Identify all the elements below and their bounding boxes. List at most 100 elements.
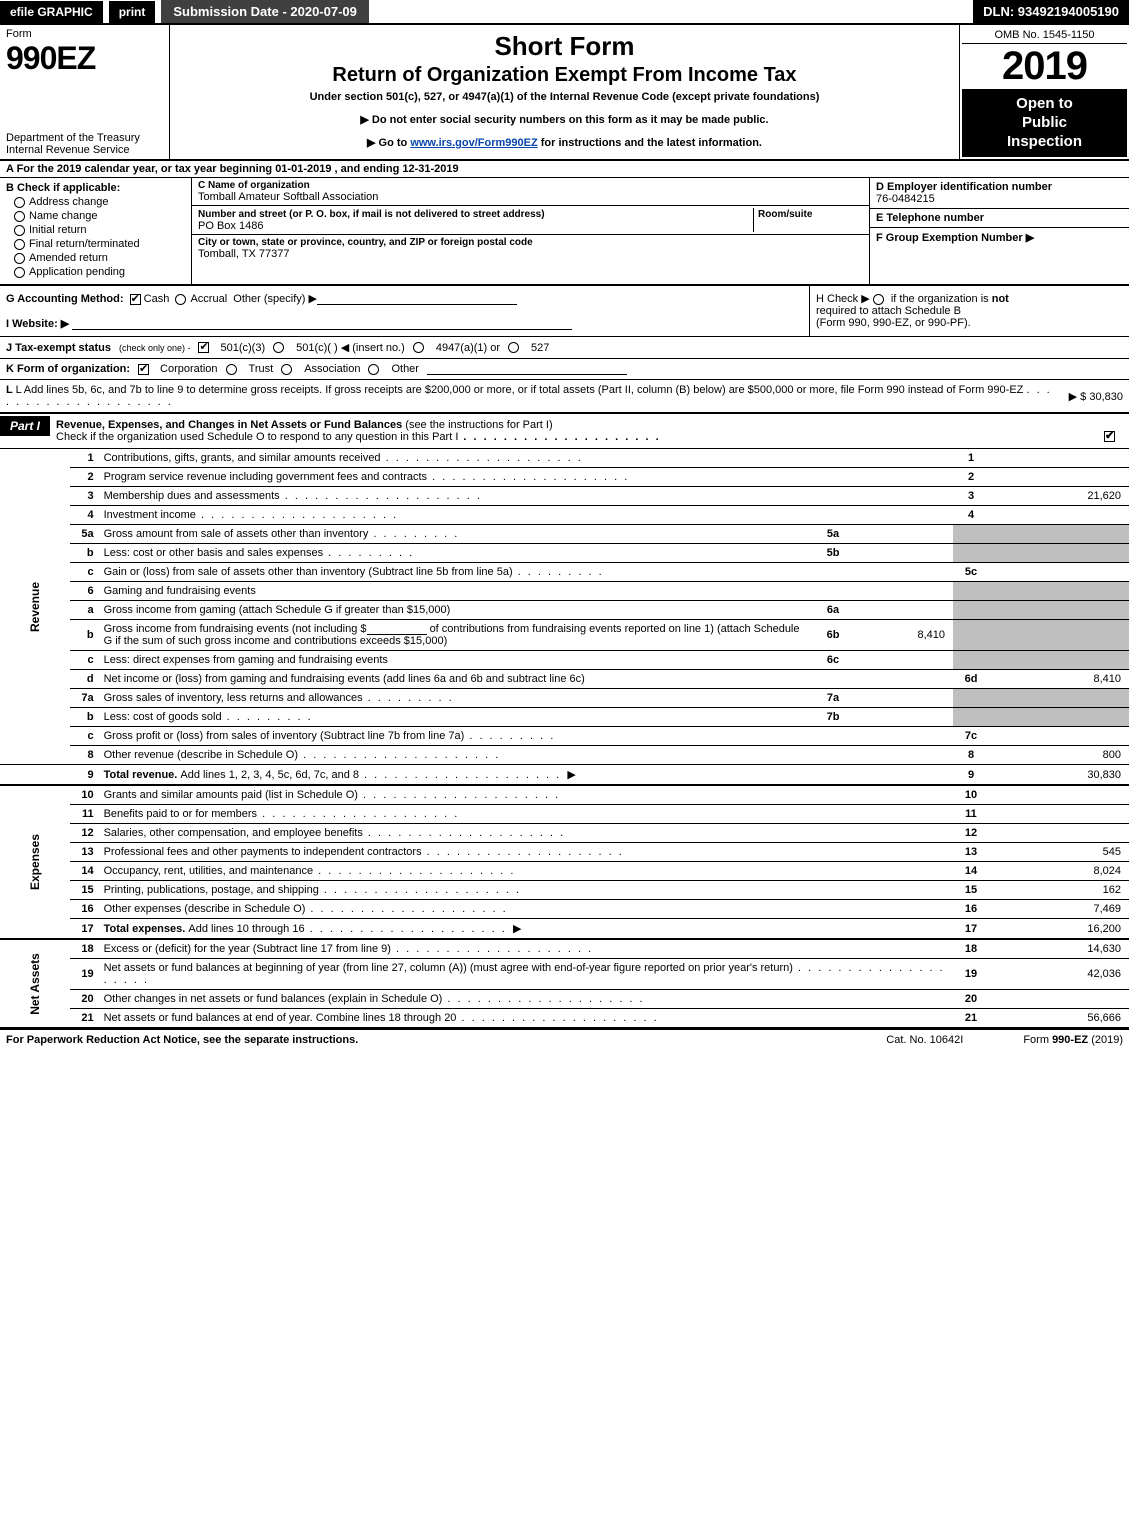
h-1: H Check ▶ — [816, 293, 870, 305]
irs-link[interactable]: www.irs.gov/Form990EZ — [410, 137, 537, 149]
row-5c: c Gain or (loss) from sale of assets oth… — [0, 563, 1129, 582]
chk-pending-lbl: Application pending — [29, 266, 125, 278]
d-11: Benefits paid to or for members — [104, 808, 257, 820]
j-d: 527 — [531, 342, 549, 354]
line-k: K Form of organization: Corporation Trus… — [0, 359, 1129, 380]
efile-btn[interactable]: efile GRAPHIC — [0, 1, 103, 23]
chk-501c3[interactable] — [198, 342, 209, 353]
d-20: Other changes in net assets or fund bala… — [104, 993, 443, 1005]
chk-corp[interactable] — [138, 364, 149, 375]
row-16: 16 Other expenses (describe in Schedule … — [0, 900, 1129, 919]
rn-15: 15 — [953, 881, 989, 900]
part-1-tab: Part I — [0, 416, 50, 436]
d-13: Professional fees and other payments to … — [104, 846, 422, 858]
rn-6d: 6d — [953, 670, 989, 689]
d-5a: Gross amount from sale of assets other t… — [104, 528, 369, 540]
city-lbl: City or town, state or province, country… — [198, 237, 863, 248]
row-7b: b Less: cost of goods sold 7b — [0, 708, 1129, 727]
chk-cash[interactable] — [130, 294, 141, 305]
n-1: 1 — [70, 449, 100, 468]
row-1: Revenue 1 Contributions, gifts, grants, … — [0, 449, 1129, 468]
mb-6a: 6a — [813, 601, 853, 620]
row-6b: b Gross income from fundraising events (… — [0, 620, 1129, 651]
page-footer: For Paperwork Reduction Act Notice, see … — [0, 1029, 1129, 1050]
chk-527[interactable] — [508, 342, 519, 353]
goto-pre: ▶ Go to — [367, 137, 410, 149]
line-g-h: G Accounting Method: Cash Accrual Other … — [0, 286, 1129, 337]
chk-4947[interactable] — [413, 342, 424, 353]
rv-16: 7,469 — [989, 900, 1129, 919]
row-6a: a Gross income from gaming (attach Sched… — [0, 601, 1129, 620]
row-10: Expenses 10 Grants and similar amounts p… — [0, 785, 1129, 805]
j-small: (check only one) - — [119, 343, 191, 353]
chk-accrual-lbl: Accrual — [190, 293, 227, 305]
row-12: 12 Salaries, other compensation, and emp… — [0, 824, 1129, 843]
line-a: A For the 2019 calendar year, or tax yea… — [0, 161, 1129, 178]
n-16: 16 — [70, 900, 100, 919]
d-21: Net assets or fund balances at end of ye… — [104, 1012, 457, 1024]
chk-initial-return[interactable] — [14, 225, 25, 236]
chk-trust[interactable] — [226, 364, 237, 375]
d-19: Net assets or fund balances at beginning… — [104, 962, 793, 974]
chk-initial-return-lbl: Initial return — [29, 224, 86, 236]
line-l: L L Add lines 5b, 6c, and 7b to line 9 t… — [0, 380, 1129, 414]
rn-20: 20 — [953, 990, 989, 1009]
row-15: 15 Printing, publications, postage, and … — [0, 881, 1129, 900]
d-10: Grants and similar amounts paid (list in… — [104, 789, 358, 801]
n-5b: b — [70, 544, 100, 563]
mv-6b: 8,410 — [853, 620, 953, 651]
n-7c: c — [70, 727, 100, 746]
tab-expenses: Expenses — [28, 834, 42, 890]
rn-1: 1 — [953, 449, 989, 468]
row-8: 8 Other revenue (describe in Schedule O)… — [0, 746, 1129, 765]
chk-name-change-lbl: Name change — [29, 210, 98, 222]
n-12: 12 — [70, 824, 100, 843]
rn-2: 2 — [953, 468, 989, 487]
chk-other-org[interactable] — [368, 364, 379, 375]
rn-4: 4 — [953, 506, 989, 525]
n-7a: 7a — [70, 689, 100, 708]
title-short-form: Short Form — [180, 31, 949, 62]
rv-4 — [989, 506, 1129, 525]
d-4: Investment income — [104, 509, 196, 521]
chk-address-change[interactable] — [14, 197, 25, 208]
h-3: required to attach Schedule B — [816, 305, 961, 317]
tab-net-assets: Net Assets — [28, 953, 42, 1015]
chk-assoc[interactable] — [281, 364, 292, 375]
chk-h[interactable] — [873, 294, 884, 305]
mv-5a — [853, 525, 953, 544]
website-input[interactable] — [72, 318, 572, 330]
print-btn[interactable]: print — [109, 1, 156, 23]
k-other: Other — [391, 363, 419, 375]
n-7b: b — [70, 708, 100, 727]
chk-final-return[interactable] — [14, 239, 25, 250]
chk-accrual[interactable] — [175, 294, 186, 305]
d-6c: Less: direct expenses from gaming and fu… — [104, 654, 388, 666]
k-other-input[interactable] — [427, 363, 627, 375]
rv-11 — [989, 805, 1129, 824]
part-1-title-sm: (see the instructions for Part I) — [402, 419, 552, 431]
footer-form-b: 990-EZ — [1052, 1034, 1088, 1046]
other-input[interactable] — [317, 293, 517, 305]
form-header: Form 990EZ Department of the Treasury In… — [0, 25, 1129, 161]
room-lbl: Room/suite — [758, 209, 812, 220]
j-c: 4947(a)(1) or — [436, 342, 500, 354]
d-7a: Gross sales of inventory, less returns a… — [104, 692, 363, 704]
n-6a: a — [70, 601, 100, 620]
rv-21: 56,666 — [989, 1009, 1129, 1029]
6b-blank[interactable] — [367, 623, 427, 635]
org-name-lbl: C Name of organization — [198, 180, 863, 191]
chk-amended[interactable] — [14, 253, 25, 264]
d-5c: Gain or (loss) from sale of assets other… — [104, 566, 513, 578]
d-9b: Total revenue. — [104, 769, 181, 781]
chk-pending[interactable] — [14, 267, 25, 278]
chk-part1-scho[interactable] — [1104, 431, 1115, 442]
chk-501c[interactable] — [273, 342, 284, 353]
chk-address-change-lbl: Address change — [29, 196, 109, 208]
top-bar: efile GRAPHIC print Submission Date - 20… — [0, 0, 1129, 25]
row-5a: 5a Gross amount from sale of assets othe… — [0, 525, 1129, 544]
chk-name-change[interactable] — [14, 211, 25, 222]
title-return: Return of Organization Exempt From Incom… — [180, 64, 949, 87]
n-15: 15 — [70, 881, 100, 900]
n-17: 17 — [70, 919, 100, 940]
